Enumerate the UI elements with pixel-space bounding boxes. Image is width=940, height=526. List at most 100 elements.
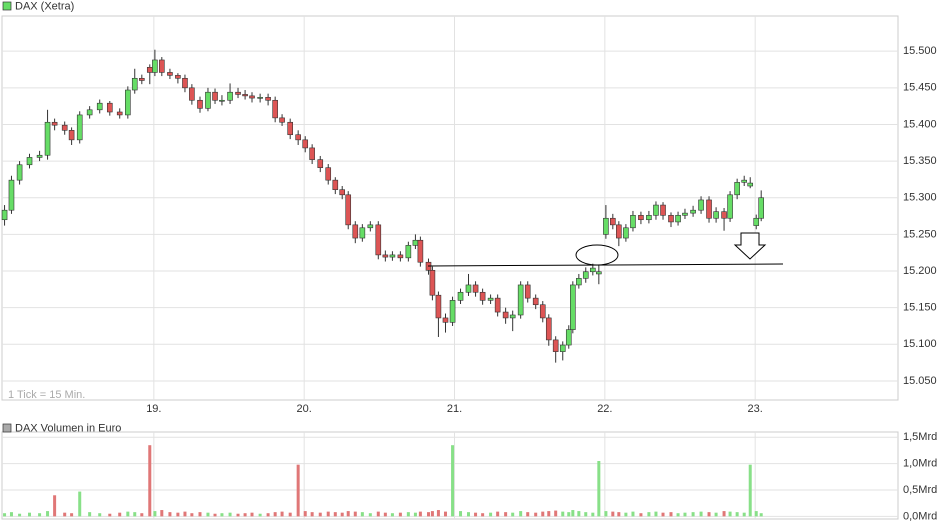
volume-bar <box>28 512 32 517</box>
volume-bar <box>63 512 67 517</box>
volume-bar <box>722 511 726 517</box>
candle-body <box>175 75 181 79</box>
candle-body <box>532 297 539 306</box>
volume-bar <box>118 512 122 517</box>
candle-body <box>442 317 449 323</box>
volume-bar <box>153 511 157 517</box>
candle-body <box>741 179 748 183</box>
y-tick-label: 15.100 <box>903 338 937 350</box>
candle-body <box>753 217 760 226</box>
candle-body <box>721 211 727 219</box>
volume-bar <box>577 511 581 517</box>
candle-body <box>653 204 659 216</box>
volume-bar <box>53 495 57 517</box>
candle-body <box>727 194 733 219</box>
volume-bar <box>639 513 643 517</box>
volume-bar <box>326 511 330 517</box>
volume-bar <box>604 511 608 517</box>
volume-bar <box>220 513 224 517</box>
candle-body <box>1 209 8 221</box>
candle-body <box>610 217 616 226</box>
volume-bar <box>427 512 431 517</box>
candle-body <box>167 72 173 76</box>
volume-bar <box>243 513 247 517</box>
candle-body <box>524 284 531 299</box>
price-panel <box>1 15 899 401</box>
volume-bar <box>46 511 50 517</box>
candle-body <box>517 284 524 316</box>
y-tick-label: 15.350 <box>903 155 937 167</box>
y-tick-label: 15.500 <box>903 45 937 57</box>
volume-bar <box>654 511 658 517</box>
down-arrow <box>733 232 767 260</box>
candle-body <box>279 117 285 123</box>
candle-body <box>734 182 740 196</box>
candle-body <box>559 344 566 352</box>
candle-body <box>382 254 389 258</box>
candle-body <box>131 77 138 91</box>
candle-body <box>205 91 211 109</box>
candle-body <box>405 245 412 259</box>
volume-bar <box>647 512 651 517</box>
volume-bar <box>333 512 337 517</box>
candle-body <box>197 99 203 109</box>
candle-body <box>302 139 309 149</box>
volume-bar <box>748 464 752 517</box>
x-tick-label: 23. <box>748 403 763 415</box>
volume-bar <box>683 512 687 517</box>
candle-body <box>397 254 404 259</box>
volume-bar <box>266 513 270 517</box>
candle-body <box>44 121 51 156</box>
candle-body <box>539 304 546 319</box>
volume-bar <box>168 512 172 517</box>
candle-body <box>146 66 153 73</box>
volume-bar <box>398 512 402 517</box>
volume-bar <box>360 512 364 517</box>
volume-bar <box>699 511 703 517</box>
candle-body <box>646 215 652 221</box>
candle-body <box>582 271 589 279</box>
y-tick-label: 15.050 <box>903 375 937 387</box>
trend-line <box>427 263 784 267</box>
legend-icon <box>2 1 12 11</box>
y-tick-label: 0,5Mrd <box>903 484 937 496</box>
volume-bar <box>511 512 515 517</box>
volume-bar <box>584 512 588 517</box>
volume-bar <box>617 512 621 517</box>
candle-body <box>389 254 396 258</box>
candle-body <box>295 134 301 141</box>
candle-body <box>638 215 644 221</box>
candle-body <box>502 311 509 319</box>
volume-bar <box>430 511 434 517</box>
volume-bar <box>735 512 739 517</box>
volume-bar <box>474 512 478 517</box>
volume-bar <box>296 464 300 517</box>
volume-bar <box>597 461 601 517</box>
volume-bar <box>140 513 144 517</box>
volume-bar <box>571 510 575 517</box>
volume-bar <box>759 513 763 517</box>
volume-bar <box>88 512 92 517</box>
candle-body <box>570 284 576 330</box>
volume-bar <box>70 513 74 517</box>
volume-bar <box>728 511 732 517</box>
volume-bar <box>18 513 22 517</box>
candle-body <box>287 121 293 136</box>
x-tick-label: 21. <box>447 403 462 415</box>
volume-bar <box>611 511 615 517</box>
candle-body <box>96 102 103 111</box>
volume-bar <box>108 513 112 517</box>
candle-body <box>623 227 629 239</box>
volume-bar <box>9 512 13 517</box>
volume-bar <box>554 510 558 517</box>
candle-body <box>630 215 636 229</box>
candle-body <box>375 224 382 256</box>
candle-body <box>698 199 704 211</box>
candle-body <box>690 209 696 214</box>
candle-body <box>212 91 218 101</box>
volume-bar <box>466 512 470 517</box>
candle-body <box>565 329 572 346</box>
candle-body <box>219 99 225 102</box>
volume-bar <box>183 511 187 517</box>
volume-bar <box>459 511 463 517</box>
